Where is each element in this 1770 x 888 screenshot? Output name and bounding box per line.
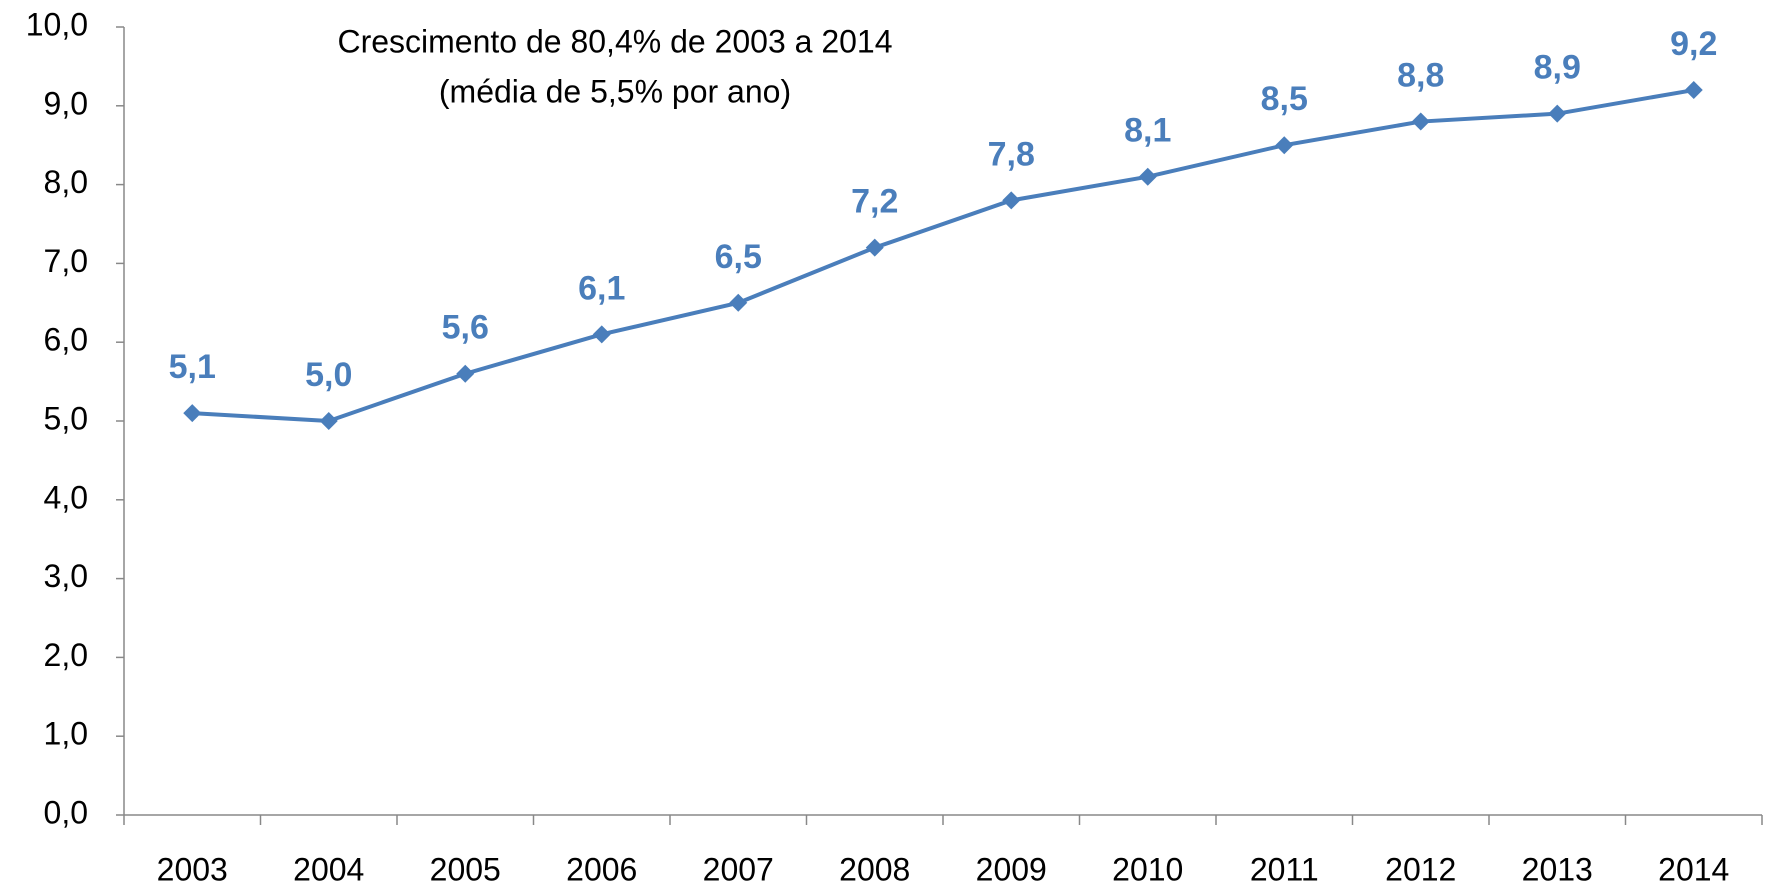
x-tick-label: 2008 bbox=[839, 851, 910, 887]
x-tick-label: 2011 bbox=[1250, 851, 1319, 887]
x-tick-label: 2010 bbox=[1112, 851, 1183, 887]
value-label: 6,1 bbox=[578, 269, 625, 307]
point bbox=[183, 404, 202, 423]
y-tick-label: 0,0 bbox=[44, 794, 88, 830]
point bbox=[456, 364, 475, 383]
value-label: 9,2 bbox=[1670, 25, 1717, 63]
annotation: Crescimento de 80,4% de 2003 a 2014 bbox=[337, 23, 892, 59]
x-tick-label: 2013 bbox=[1522, 851, 1593, 887]
point bbox=[1138, 167, 1157, 186]
y-tick-label: 4,0 bbox=[44, 479, 88, 515]
x-tick-label: 2007 bbox=[703, 851, 774, 887]
point bbox=[319, 412, 338, 430]
value-label: 5,6 bbox=[442, 309, 489, 347]
y-tick-label: 10,0 bbox=[26, 6, 88, 42]
point bbox=[865, 238, 884, 257]
value-label: 5,0 bbox=[305, 356, 352, 394]
y-tick-label: 8,0 bbox=[44, 164, 88, 200]
value-label: 8,8 bbox=[1397, 57, 1444, 95]
point bbox=[729, 293, 748, 312]
value-label: 8,9 bbox=[1534, 49, 1581, 87]
x-tick-label: 2004 bbox=[293, 851, 364, 887]
value-label: 8,5 bbox=[1261, 80, 1308, 118]
y-tick-label: 3,0 bbox=[44, 558, 88, 594]
y-tick-label: 2,0 bbox=[44, 637, 88, 673]
point bbox=[1684, 81, 1703, 100]
y-tick-label: 5,0 bbox=[44, 400, 88, 436]
value-label: 7,8 bbox=[988, 135, 1035, 173]
y-tick-label: 7,0 bbox=[44, 243, 88, 279]
value-label: 8,1 bbox=[1124, 112, 1171, 150]
value-label: 6,5 bbox=[715, 238, 762, 276]
point bbox=[1002, 191, 1021, 210]
x-tick-label: 2006 bbox=[566, 851, 637, 887]
y-tick-label: 1,0 bbox=[44, 716, 88, 752]
x-tick-label: 2012 bbox=[1385, 851, 1456, 887]
x-tick-label: 2003 bbox=[157, 851, 228, 887]
x-tick-label: 2014 bbox=[1658, 851, 1729, 887]
line bbox=[192, 88, 1695, 424]
value-label: 7,2 bbox=[851, 183, 898, 221]
y-tick-label: 9,0 bbox=[44, 85, 88, 121]
x-tick-label: 2009 bbox=[976, 851, 1047, 887]
annotation: (média de 5,5% por ano) bbox=[439, 73, 791, 109]
point bbox=[1275, 136, 1294, 155]
x-tick-label: 2005 bbox=[430, 851, 501, 887]
point bbox=[1411, 112, 1430, 131]
value-label: 5,1 bbox=[169, 348, 216, 386]
point bbox=[592, 325, 611, 344]
point bbox=[1548, 104, 1567, 123]
y-tick-label: 6,0 bbox=[44, 322, 88, 358]
